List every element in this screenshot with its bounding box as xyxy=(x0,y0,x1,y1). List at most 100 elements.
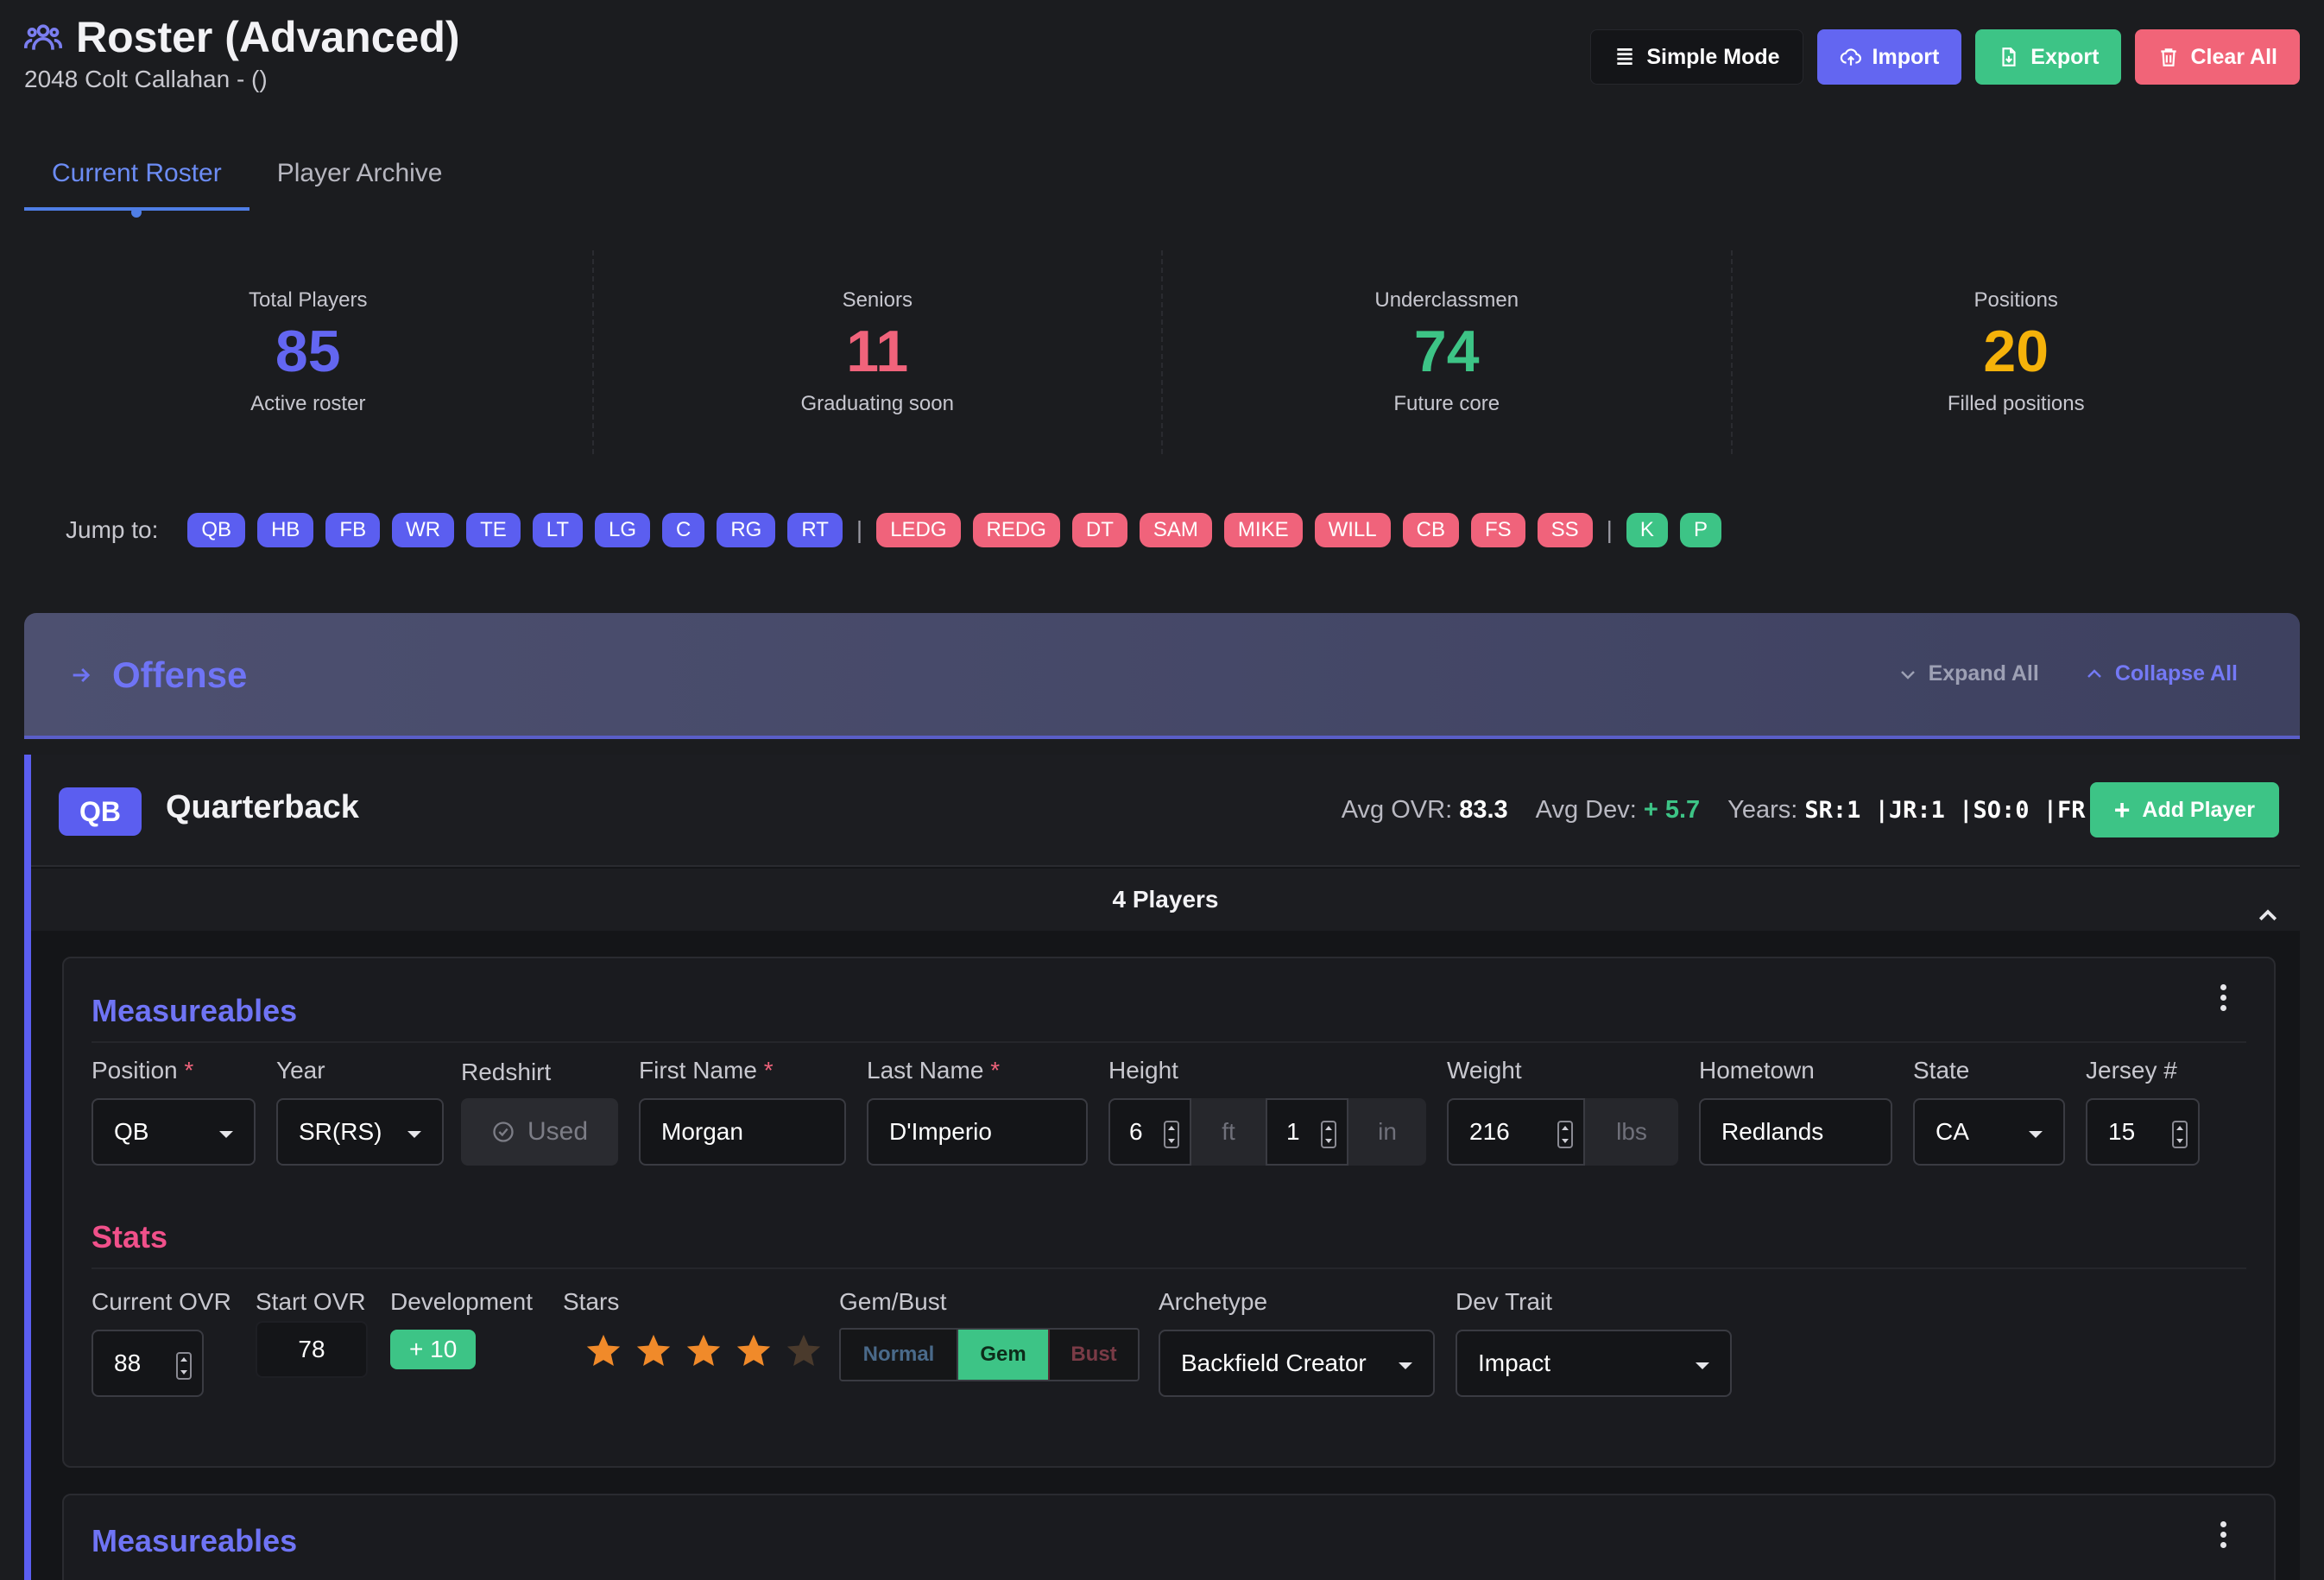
jump-chip-rg[interactable]: RG xyxy=(717,513,776,547)
more-options-icon[interactable] xyxy=(2219,984,2227,1014)
last-name-label: Last Name * xyxy=(867,1057,1001,1084)
plus-icon: + xyxy=(2113,794,2131,825)
year-select[interactable]: SR(RS) xyxy=(276,1098,444,1166)
jump-chip-ledg[interactable]: LEDG xyxy=(876,513,961,547)
redshirt-label: Redshirt xyxy=(461,1059,552,1085)
more-options-icon[interactable] xyxy=(2219,1521,2227,1551)
position-badge: QB xyxy=(59,787,142,836)
stepper-icon[interactable] xyxy=(1164,1121,1179,1148)
stat-caption: Active roster xyxy=(250,391,366,415)
jump-chip-redg[interactable]: REDG xyxy=(972,513,1060,547)
expand-all-label: Expand All xyxy=(1928,661,2039,686)
development-label: Development xyxy=(390,1288,533,1315)
years-breakdown: Years: SR:1 |JR:1 |SO:0 |FR:2 xyxy=(1727,796,2113,825)
state-label: State xyxy=(1913,1057,1970,1084)
stat-caption: Graduating soon xyxy=(800,391,954,415)
jump-chip-qb[interactable]: QB xyxy=(187,513,246,547)
jump-chip-rt[interactable]: RT xyxy=(787,513,843,547)
title-row: Roster (Advanced) xyxy=(24,12,460,62)
import-button[interactable]: Import xyxy=(1816,29,1962,85)
jump-chip-te[interactable]: TE xyxy=(466,513,521,547)
stepper-icon[interactable] xyxy=(1321,1121,1336,1148)
jump-chip-lt[interactable]: LT xyxy=(532,513,583,547)
height-label: Height xyxy=(1108,1057,1178,1084)
current-ovr-label: Current OVR xyxy=(92,1288,231,1315)
expand-all-button[interactable]: Expand All xyxy=(1898,661,2039,686)
simple-mode-button[interactable]: Simple Mode xyxy=(1590,29,1803,85)
position-select[interactable]: QB xyxy=(92,1098,256,1166)
offense-title-row: Offense xyxy=(69,654,247,696)
position-label: Position * xyxy=(92,1057,194,1084)
measureables-title: Measureables xyxy=(92,993,298,1028)
height-inches-input[interactable]: 1 xyxy=(1266,1098,1348,1166)
export-button[interactable]: Export xyxy=(1975,29,2122,85)
quarterback-section: QB Quarterback Avg OVR: 83.3 Avg Dev: + … xyxy=(24,755,2300,1580)
first-name-input[interactable]: Morgan xyxy=(639,1098,846,1166)
tab-current-roster[interactable]: Current Roster xyxy=(24,147,249,218)
tab-bar: Current Roster Player Archive xyxy=(24,147,470,218)
jersey-input[interactable]: 15 xyxy=(2086,1098,2200,1166)
players-count-bar[interactable]: 4 Players xyxy=(31,869,2300,931)
star-filled-icon[interactable] xyxy=(684,1331,723,1371)
avg-ovr-label: Avg OVR: xyxy=(1341,796,1453,824)
player-card: Measureables xyxy=(62,1494,2276,1580)
stepper-icon[interactable] xyxy=(176,1352,192,1380)
redshirt-used-button[interactable]: Used xyxy=(461,1098,618,1166)
offense-title: Offense xyxy=(112,654,248,695)
state-select[interactable]: CA xyxy=(1913,1098,2065,1166)
add-player-label: Add Player xyxy=(2142,797,2255,822)
current-ovr-input[interactable]: 88 xyxy=(92,1330,204,1397)
clear-all-label: Clear All xyxy=(2190,44,2277,69)
export-label: Export xyxy=(2030,44,2100,69)
gem-option-normal[interactable]: Normal xyxy=(841,1330,958,1380)
stat-label: Seniors xyxy=(842,288,913,313)
height-feet-input[interactable]: 6 xyxy=(1108,1098,1191,1166)
file-export-icon xyxy=(2002,47,2016,66)
jump-chip-sam[interactable]: SAM xyxy=(1139,513,1212,547)
jump-chip-lg[interactable]: LG xyxy=(594,513,650,547)
divider xyxy=(92,1267,2246,1269)
jump-chip-fb[interactable]: FB xyxy=(325,513,381,547)
roster-summary: Total Players 85 Active roster Seniors 1… xyxy=(24,250,2300,454)
jump-chip-dt[interactable]: DT xyxy=(1071,513,1127,547)
check-circle-icon xyxy=(493,1122,514,1142)
stat-caption: Future core xyxy=(1393,391,1500,415)
collapse-all-button[interactable]: Collapse All xyxy=(2084,661,2238,686)
collapse-all-label: Collapse All xyxy=(2114,661,2238,686)
jump-chip-c[interactable]: C xyxy=(662,513,705,547)
add-player-button[interactable]: + Add Player xyxy=(2089,782,2279,837)
gem-option-bust[interactable]: Bust xyxy=(1048,1330,1138,1380)
jump-chip-hb[interactable]: HB xyxy=(257,513,314,547)
star-filled-icon[interactable] xyxy=(734,1331,774,1371)
star-filled-icon[interactable] xyxy=(634,1331,673,1371)
jump-chip-cb[interactable]: CB xyxy=(1402,513,1459,547)
stat-positions: Positions 20 Filled positions xyxy=(1733,250,2301,454)
position-metrics: Avg OVR: 83.3 Avg Dev: + 5.7 Years: SR:1… xyxy=(1342,796,2113,825)
tab-player-archive[interactable]: Player Archive xyxy=(276,159,443,187)
stepper-icon[interactable] xyxy=(2172,1121,2188,1148)
weight-input[interactable]: 216 xyxy=(1447,1098,1585,1166)
offense-section-header[interactable]: Offense Expand All Collapse All xyxy=(24,613,2300,739)
jump-chip-p[interactable]: P xyxy=(1679,513,1721,547)
gem-option-gem[interactable]: Gem xyxy=(958,1330,1048,1380)
star-rating[interactable] xyxy=(584,1331,824,1371)
jump-chip-mike[interactable]: MIKE xyxy=(1223,513,1303,547)
dev-trait-select[interactable]: Impact xyxy=(1456,1330,1732,1397)
jump-chip-k[interactable]: K xyxy=(1626,513,1668,547)
jump-chip-ss[interactable]: SS xyxy=(1537,513,1593,547)
stepper-icon[interactable] xyxy=(1557,1121,1573,1148)
hometown-input[interactable]: Redlands xyxy=(1699,1098,1892,1166)
weight-unit: lbs xyxy=(1585,1098,1678,1166)
star-empty-icon[interactable] xyxy=(784,1331,824,1371)
jump-chip-will[interactable]: WILL xyxy=(1314,513,1391,547)
clear-all-button[interactable]: Clear All xyxy=(2135,29,2300,85)
jump-chip-fs[interactable]: FS xyxy=(1470,513,1525,547)
last-name-input[interactable]: D'Imperio xyxy=(867,1098,1088,1166)
chevron-up-icon xyxy=(2087,668,2101,678)
chevron-up-icon[interactable] xyxy=(2255,903,2281,929)
jump-to-bar: Jump to: QB HB FB WR TE LT LG C RG RT | … xyxy=(66,513,1721,547)
archetype-select[interactable]: Backfield Creator xyxy=(1159,1330,1435,1397)
star-filled-icon[interactable] xyxy=(584,1331,623,1371)
header-actions: Simple Mode Import Export Clear All xyxy=(1590,29,2300,85)
jump-chip-wr[interactable]: WR xyxy=(392,513,455,547)
